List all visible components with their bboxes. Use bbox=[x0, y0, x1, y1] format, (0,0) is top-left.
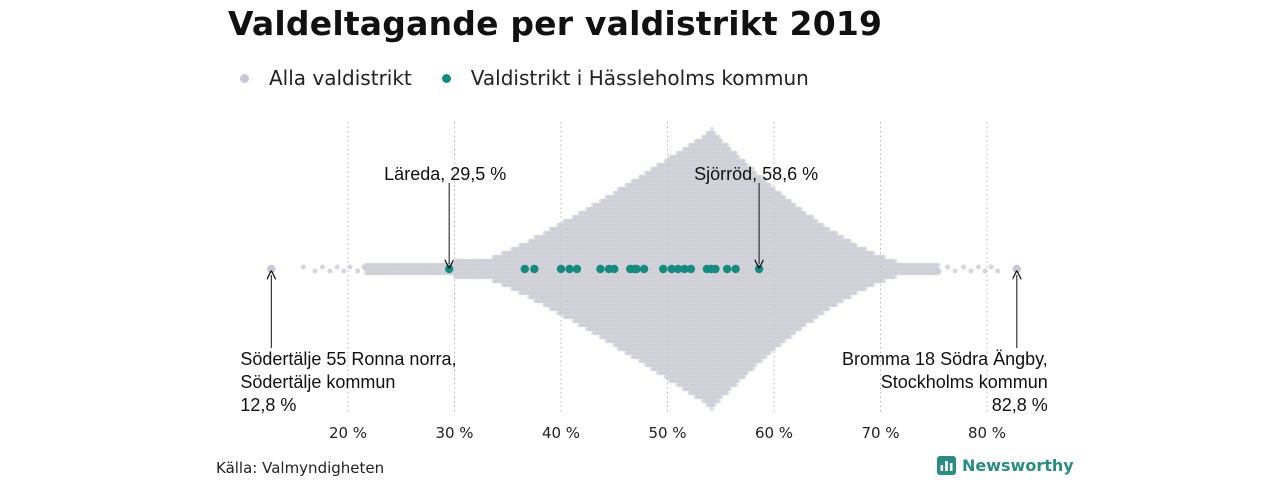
legend-swatch-hassleholm bbox=[441, 73, 451, 83]
x-axis-ticks: 20 % 30 % 40 % 50 % 60 % 70 % 80 % bbox=[329, 424, 1006, 442]
legend-label-hassleholm: Valdistrikt i Hässleholms kommun bbox=[470, 66, 809, 90]
x-tick-label: 80 % bbox=[968, 424, 1006, 442]
x-tick-label: 30 % bbox=[435, 424, 473, 442]
legend-swatch-all bbox=[240, 73, 249, 83]
legend-item-all: Alla valdistrikt bbox=[240, 66, 412, 90]
district-point bbox=[712, 130, 717, 136]
legend-item-hassleholm: Valdistrikt i Hässleholms kommun bbox=[441, 66, 809, 90]
swarm-all-districts bbox=[267, 126, 1022, 412]
x-tick-label: 40 % bbox=[542, 424, 580, 442]
x-tick-label: 70 % bbox=[861, 424, 899, 442]
x-tick-label: 50 % bbox=[648, 424, 686, 442]
legend: Alla valdistrikt Valdistrikt i Hässlehol… bbox=[240, 66, 839, 90]
district-point bbox=[709, 406, 715, 412]
x-tick-label: 20 % bbox=[329, 424, 367, 442]
district-point bbox=[709, 126, 715, 132]
x-tick-label: 60 % bbox=[755, 424, 793, 442]
chart-title: Valdeltagande per valdistrikt 2019 bbox=[228, 4, 883, 43]
legend-label-all: Alla valdistrikt bbox=[269, 66, 412, 90]
